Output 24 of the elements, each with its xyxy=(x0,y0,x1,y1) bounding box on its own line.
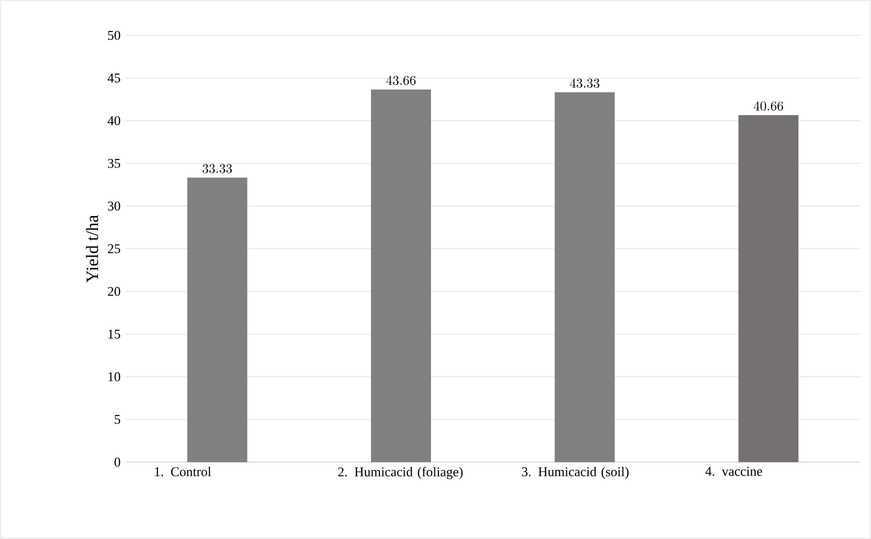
y-tick-label: 40 xyxy=(108,116,120,126)
y-tick-label: 0 xyxy=(114,458,120,467)
y-tick-label: 35 xyxy=(108,158,120,168)
data-label: 33.33 xyxy=(202,164,232,174)
y-tick-label: 5 xyxy=(114,415,120,424)
x-tick-label: 1. Control xyxy=(155,466,212,476)
y-tick-label: 25 xyxy=(108,244,120,254)
y-tick-label: 50 xyxy=(108,30,120,40)
bar xyxy=(370,90,432,462)
x-tick-label: 4. vaccine xyxy=(705,466,762,476)
data-label: 43.66 xyxy=(386,76,416,86)
bar xyxy=(738,115,798,462)
y-tick-label: 45 xyxy=(108,74,120,83)
data-label: 40.66 xyxy=(754,101,784,111)
x-tick-label: 2. Humicacid (foliage) xyxy=(338,466,463,480)
bar xyxy=(187,178,248,462)
y-axis-title: Yield t/ha xyxy=(86,215,98,283)
x-tick-label: 3. Humicacid (soil) xyxy=(522,466,629,480)
bar xyxy=(554,92,615,462)
y-tick-label: 30 xyxy=(108,202,120,211)
y-tick-label: 10 xyxy=(108,372,120,382)
y-tick-label: 20 xyxy=(108,286,120,296)
y-tick-label: 15 xyxy=(108,330,120,339)
data-label: 43.33 xyxy=(570,78,600,88)
